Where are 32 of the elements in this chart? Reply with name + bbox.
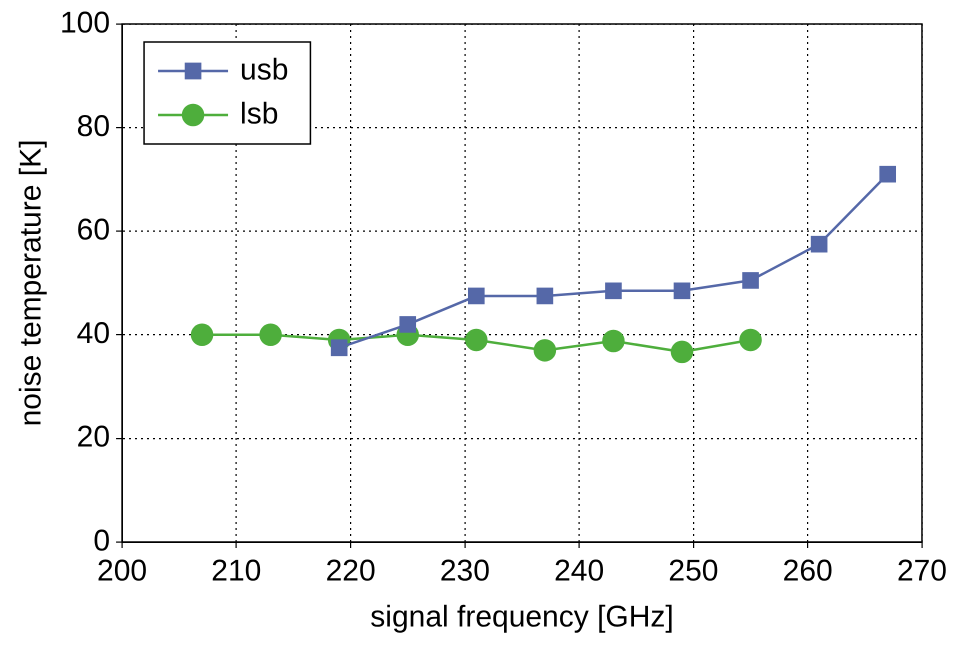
point xyxy=(602,330,625,352)
point xyxy=(536,288,554,304)
point xyxy=(534,339,556,362)
point xyxy=(879,166,896,183)
point xyxy=(742,272,759,289)
y-tick-label: 80 xyxy=(76,110,110,143)
point xyxy=(605,282,622,300)
point xyxy=(330,339,348,356)
y-tick-label: 20 xyxy=(76,420,110,454)
point xyxy=(670,340,694,364)
x-axis-title: signal frequency [GHz] xyxy=(370,600,674,634)
x-tick-label: 240 xyxy=(554,554,604,588)
y-tick-label: 40 xyxy=(76,317,110,350)
point xyxy=(468,288,485,304)
x-tick-label: 220 xyxy=(326,554,376,588)
x-tick-label: 210 xyxy=(211,554,262,588)
point xyxy=(190,324,214,346)
y-axis-title: noise temperature [K] xyxy=(14,140,48,426)
point xyxy=(259,324,282,346)
legend-label: usb xyxy=(240,53,288,86)
x-tick-label: 230 xyxy=(440,554,490,588)
x-tick-label: 270 xyxy=(896,554,948,588)
y-tick-label: 100 xyxy=(60,6,110,40)
point xyxy=(465,328,488,352)
y-tick-label: 60 xyxy=(76,213,110,246)
legend-label: lsb xyxy=(240,97,278,130)
point xyxy=(810,236,828,252)
point xyxy=(674,282,690,300)
x-tick-label: 250 xyxy=(668,554,718,588)
x-tick-label: 260 xyxy=(782,554,833,588)
point xyxy=(739,328,762,352)
point xyxy=(399,316,416,333)
